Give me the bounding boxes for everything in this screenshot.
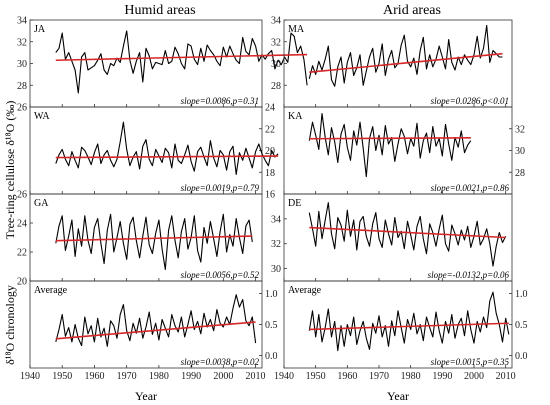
trend-annotation: slope=0.0286,p<0.01 bbox=[431, 96, 509, 106]
y-tick-label: 32 bbox=[17, 37, 27, 48]
y-tick-label: 32 bbox=[271, 239, 281, 250]
y-tick-label: 32 bbox=[271, 37, 281, 48]
panel-ka-5: 28 30 32 KA slope=0.0021,p=0.86 bbox=[283, 106, 525, 195]
y-tick-label: 0.5 bbox=[515, 320, 528, 331]
x-tick-label: 2000 bbox=[213, 371, 233, 382]
series-line bbox=[55, 294, 257, 347]
y-tick-label: 28 bbox=[271, 81, 281, 92]
panel-frame bbox=[29, 19, 263, 108]
trend-annotation: slope=0.0056,p=0.52 bbox=[181, 270, 260, 280]
y-tick-label: 1.0 bbox=[515, 289, 528, 300]
series-line bbox=[55, 30, 308, 94]
y-tick-label: 0.0 bbox=[265, 351, 278, 362]
series-line bbox=[308, 112, 472, 178]
x-tick-label: 1990 bbox=[432, 371, 452, 382]
y-tick-label: 20 bbox=[17, 277, 27, 288]
y-tick-label: 34 bbox=[17, 16, 27, 27]
x-tick-label: 1960 bbox=[337, 371, 357, 382]
trend-annotation: slope=0.0015,p=0.35 bbox=[431, 357, 510, 367]
trend-line bbox=[55, 321, 256, 340]
panel-ma-4: 28 30 32 34 MA slope=0.0286,p<0.01 bbox=[271, 16, 513, 108]
y-tick-label: 26 bbox=[17, 190, 27, 201]
y-tick-label: 34 bbox=[271, 16, 281, 27]
y-tick-label: 30 bbox=[271, 59, 281, 70]
x-tick-label: 1980 bbox=[401, 371, 421, 382]
x-tick-label: 2010 bbox=[246, 371, 266, 382]
x-tick-label: 1950 bbox=[306, 371, 326, 382]
trend-annotation: slope=0.0021,p=0.86 bbox=[431, 183, 510, 193]
x-tick-label: 1970 bbox=[117, 371, 137, 382]
panel-average-3: 1940 1950 1960 1970 1980 1990 2000 2010 0.0 0.5 1.… bbox=[20, 280, 278, 382]
x-tick-label: 1960 bbox=[84, 371, 104, 382]
column-title-arid: Arid areas bbox=[383, 3, 441, 18]
panel-frame bbox=[29, 106, 263, 195]
y-tick-label: 0.5 bbox=[265, 320, 278, 331]
y-tick-label: 20 bbox=[265, 146, 275, 157]
column-title-humid: Humid areas bbox=[124, 3, 195, 18]
x-tick-label: 2000 bbox=[464, 371, 484, 382]
x-tick-label: 1940 bbox=[20, 371, 40, 382]
panel-label: GA bbox=[34, 198, 49, 209]
trend-annotation: slope=-0.0132,p=0.06 bbox=[428, 270, 510, 280]
panel-label: KA bbox=[288, 111, 303, 122]
series-line bbox=[308, 202, 507, 267]
y-tick-label: 0.0 bbox=[515, 351, 528, 362]
series-line bbox=[308, 291, 510, 352]
panel-de-6: 30 32 34 DE slope=-0.0132,p=0.06 bbox=[271, 193, 513, 282]
trend-annotation: slope=0.0086,p=0.31 bbox=[181, 96, 259, 106]
y-tick-label: 22 bbox=[17, 248, 27, 259]
panel-label: MA bbox=[288, 24, 305, 35]
y-tick-label: 28 bbox=[17, 81, 27, 92]
y-tick-label: 30 bbox=[17, 59, 27, 70]
panel-frame bbox=[29, 193, 263, 282]
panel-label: Average bbox=[288, 285, 322, 296]
trend-annotation: slope=0.0038,p=0.02 bbox=[181, 357, 260, 367]
panel-label: JA bbox=[34, 24, 46, 35]
y-tick-label: 24 bbox=[265, 103, 275, 114]
panel-label: DE bbox=[288, 198, 301, 209]
trend-line bbox=[309, 136, 471, 140]
y-tick-label: 32 bbox=[515, 124, 525, 135]
panel-ja-0: 26 28 30 32 34 JA slope=0.0086,p=0.31 bbox=[17, 16, 308, 114]
panel-average-7: 1940 1950 1960 1970 1980 1990 2000 2010 0.0 0.5 1.… bbox=[274, 280, 528, 382]
y-tick-label: 28 bbox=[515, 168, 525, 179]
trend-line bbox=[309, 226, 506, 239]
y-tick-label: 24 bbox=[17, 219, 27, 230]
x-tick-label: 1990 bbox=[181, 371, 201, 382]
panel-ga-2: 20 22 24 26 GA slope=0.0056,p=0.52 bbox=[17, 190, 263, 288]
trend-line bbox=[55, 235, 253, 242]
y-axis-title-isotope: Tree-ring cellulose δ¹⁸O (‰) bbox=[3, 101, 17, 240]
x-tick-label: 1950 bbox=[52, 371, 72, 382]
y-tick-label: 1.0 bbox=[265, 289, 278, 300]
trend-line bbox=[309, 52, 503, 73]
x-axis-title-humid: Year bbox=[135, 389, 157, 403]
y-tick-label: 30 bbox=[271, 264, 281, 275]
x-tick-label: 1940 bbox=[274, 371, 294, 382]
y-axis-title-chronology: δ¹⁸O chronology bbox=[3, 285, 17, 365]
trend-annotation: slope=0.0019,p=0.79 bbox=[181, 183, 260, 193]
y-tick-label: 34 bbox=[271, 214, 281, 225]
trend-line bbox=[309, 322, 509, 331]
x-tick-label: 2010 bbox=[496, 371, 516, 382]
y-tick-label: 16 bbox=[265, 190, 275, 201]
x-axis-title-arid: Year bbox=[387, 389, 409, 403]
chart-panels: 2628303234JAslope=0.0086,p=0.31161820222… bbox=[17, 16, 528, 383]
panel-label: Average bbox=[34, 285, 68, 296]
panel-label: WA bbox=[34, 111, 50, 122]
series-line bbox=[55, 213, 253, 270]
x-tick-label: 1970 bbox=[369, 371, 389, 382]
series-line bbox=[308, 24, 503, 87]
y-tick-label: 30 bbox=[515, 146, 525, 157]
panel-wa-1: 16 18 20 22 24 WA slope=0.0019,p=0.79 bbox=[29, 103, 279, 201]
trend-line bbox=[55, 53, 308, 62]
x-tick-label: 1980 bbox=[149, 371, 169, 382]
y-tick-label: 22 bbox=[265, 124, 275, 135]
panel-frame bbox=[283, 106, 513, 195]
series-line bbox=[55, 121, 279, 175]
y-tick-label: 26 bbox=[17, 103, 27, 114]
y-tick-label: 18 bbox=[265, 168, 275, 179]
trend-line bbox=[55, 155, 279, 159]
